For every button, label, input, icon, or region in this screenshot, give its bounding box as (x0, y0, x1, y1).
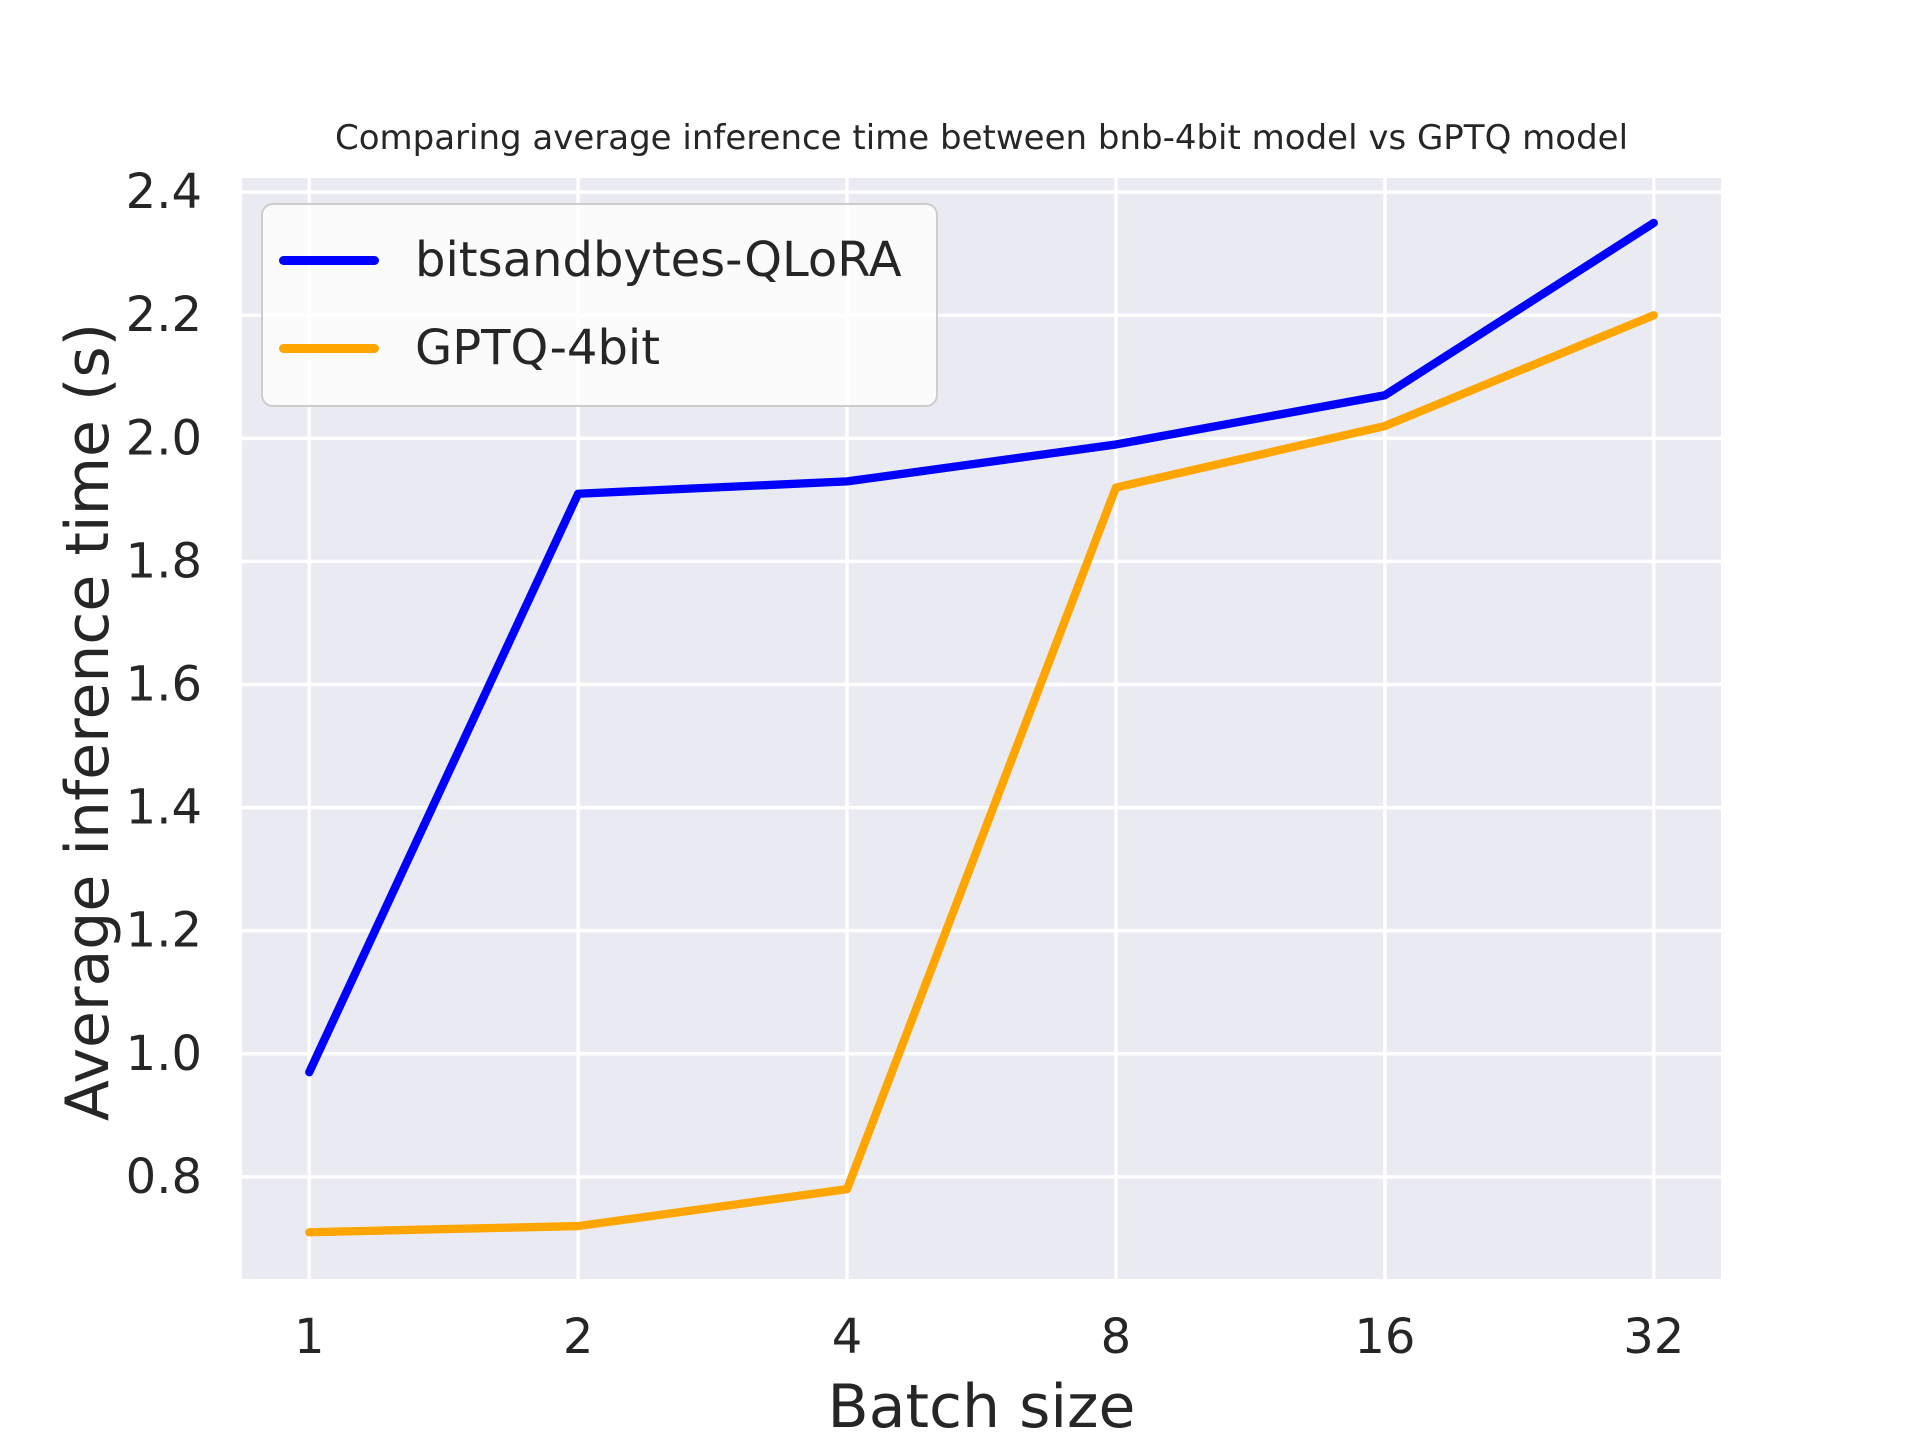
y-tick-label: 2.2 (126, 287, 202, 343)
legend-item: bitsandbytes-QLoRA (279, 227, 902, 293)
legend-item: GPTQ-4bit (279, 315, 902, 381)
y-tick-label: 1.0 (126, 1026, 202, 1082)
chart-title: Comparing average inference time between… (334, 118, 1629, 158)
legend-swatch-gptq-4bit (279, 343, 379, 353)
x-tick-label: 32 (1623, 1309, 1684, 1365)
y-tick-label: 1.2 (126, 903, 202, 959)
y-axis-label: Average inference time (s) (53, 322, 123, 1122)
x-axis-label: Batch size (827, 1372, 1136, 1442)
x-tick-label: 16 (1354, 1309, 1415, 1365)
y-tick-label: 0.8 (126, 1149, 202, 1205)
x-tick-label: 8 (1101, 1309, 1132, 1365)
legend-swatch-bitsandbytes-qlora (279, 255, 379, 265)
x-tick-label: 1 (294, 1309, 325, 1365)
x-tick-label: 4 (832, 1309, 863, 1365)
series-line-gptq-4bit (305, 311, 1658, 1237)
x-tick-label: 2 (563, 1309, 594, 1365)
y-tick-label: 1.4 (126, 780, 202, 836)
legend-label: GPTQ-4bit (415, 320, 661, 376)
legend: bitsandbytes-QLoRA GPTQ-4bit (261, 203, 938, 407)
series-line-bitsandbytes-qlora (305, 218, 1658, 1077)
y-tick-label: 2.4 (126, 164, 202, 220)
y-tick-label: 2.0 (126, 410, 202, 466)
legend-label: bitsandbytes-QLoRA (415, 232, 902, 288)
y-tick-label: 1.8 (126, 533, 202, 589)
y-tick-label: 1.6 (126, 656, 202, 712)
